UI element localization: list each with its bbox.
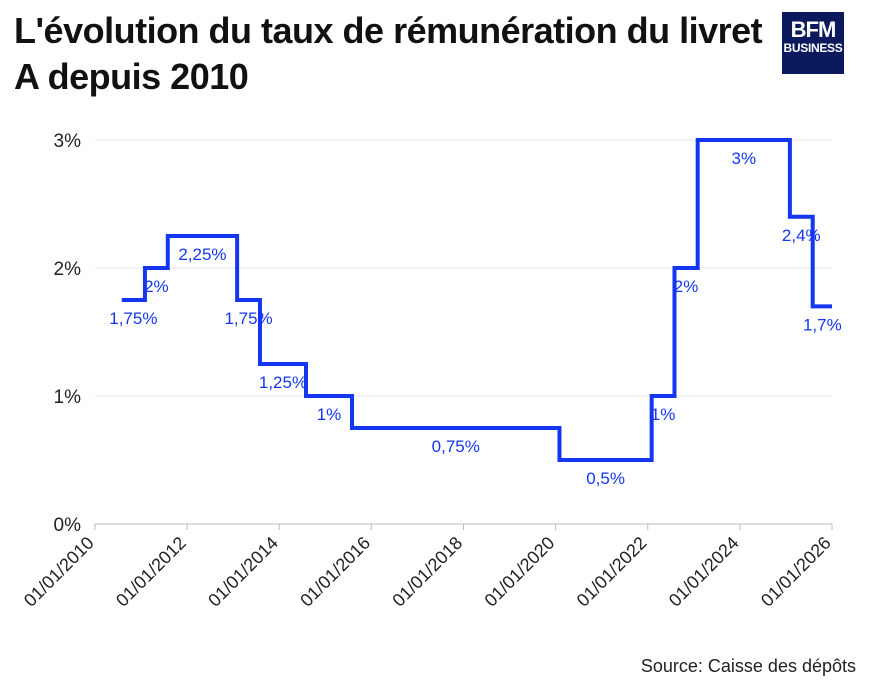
data-label: 0,75%: [432, 437, 480, 456]
x-tick-label: 01/01/2018: [388, 533, 466, 611]
data-label: 0,5%: [586, 469, 625, 488]
data-label: 1,75%: [224, 309, 272, 328]
x-tick-label: 01/01/2026: [757, 533, 835, 611]
data-label: 3%: [731, 149, 756, 168]
data-label: 1%: [317, 405, 342, 424]
data-label: 2%: [144, 277, 169, 296]
data-label: 2,4%: [782, 226, 821, 245]
data-label: 1,75%: [109, 309, 157, 328]
logo-text-bottom: BUSINESS: [783, 41, 843, 55]
x-tick-label: 01/01/2010: [20, 533, 98, 611]
rate-step-line: [121, 138, 832, 462]
x-tick-label: 01/01/2020: [481, 533, 559, 611]
x-tick-label: 01/01/2014: [204, 533, 282, 611]
data-label: 1%: [651, 405, 676, 424]
y-tick-label: 0%: [54, 515, 82, 536]
x-tick-label: 01/01/2016: [296, 533, 374, 611]
y-tick-label: 2%: [54, 259, 82, 280]
data-label: 2,25%: [178, 245, 226, 264]
x-tick-label: 01/01/2022: [573, 533, 651, 611]
y-tick-label: 1%: [54, 387, 82, 408]
chart-title: L'évolution du taux de rémunération du l…: [14, 10, 763, 97]
bfm-business-logo: BFM BUSINESS: [782, 12, 844, 74]
source-note: Source: Caisse des dépôts: [640, 656, 856, 676]
data-label: 1,7%: [803, 315, 842, 334]
y-tick-label: 3%: [54, 131, 82, 152]
data-label: 2%: [674, 277, 699, 296]
data-label: 1,25%: [259, 373, 307, 392]
x-tick-label: 01/01/2024: [665, 533, 743, 611]
logo-text-top: BFM: [790, 17, 837, 42]
x-tick-label: 01/01/2012: [112, 533, 190, 611]
